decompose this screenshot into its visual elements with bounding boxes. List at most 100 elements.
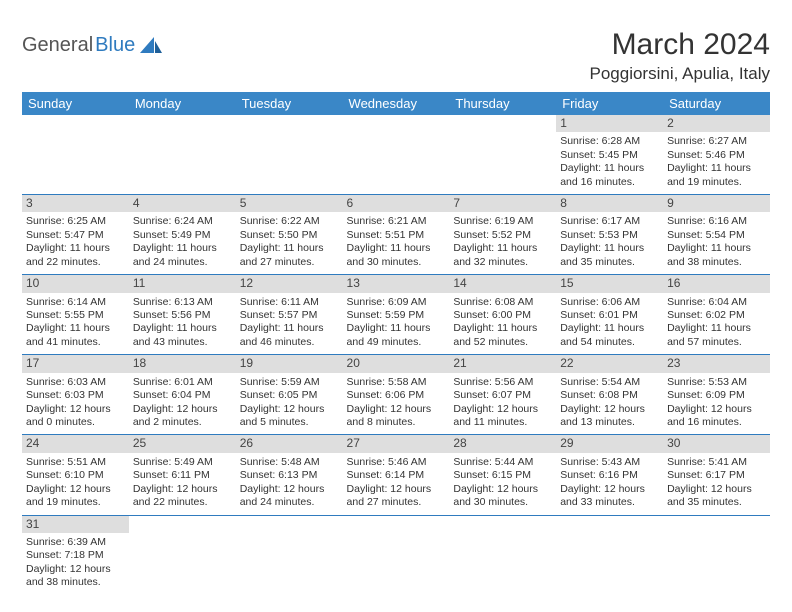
calendar-day-cell: 23Sunrise: 5:53 AMSunset: 6:09 PMDayligh… [663, 355, 770, 435]
weekday-header: Sunday [22, 92, 129, 115]
daylight-line: Daylight: 11 hours and 52 minutes. [453, 322, 552, 349]
sunrise-line: Sunrise: 6:19 AM [453, 215, 552, 228]
day-number: 7 [449, 195, 556, 212]
sunset-line: Sunset: 6:06 PM [347, 389, 446, 402]
sunset-line: Sunset: 5:49 PM [133, 229, 232, 242]
sunset-line: Sunset: 6:07 PM [453, 389, 552, 402]
daylight-line: Daylight: 12 hours and 11 minutes. [453, 403, 552, 430]
weekday-header: Tuesday [236, 92, 343, 115]
calendar-week-row: 1Sunrise: 6:28 AMSunset: 5:45 PMDaylight… [22, 115, 770, 195]
calendar-day-cell: 6Sunrise: 6:21 AMSunset: 5:51 PMDaylight… [343, 195, 450, 275]
daylight-line: Daylight: 11 hours and 24 minutes. [133, 242, 232, 269]
day-number: 21 [449, 355, 556, 372]
sunrise-line: Sunrise: 6:24 AM [133, 215, 232, 228]
day-number: 22 [556, 355, 663, 372]
sunset-line: Sunset: 7:18 PM [26, 549, 125, 562]
calendar-body: 1Sunrise: 6:28 AMSunset: 5:45 PMDaylight… [22, 115, 770, 595]
calendar-page: GeneralBlue March 2024 Poggiorsini, Apul… [0, 0, 792, 607]
sunrise-line: Sunrise: 5:56 AM [453, 376, 552, 389]
sunrise-line: Sunrise: 6:08 AM [453, 296, 552, 309]
sunrise-line: Sunrise: 6:17 AM [560, 215, 659, 228]
day-number: 27 [343, 435, 450, 452]
calendar-empty-cell [22, 115, 129, 195]
calendar-day-cell: 1Sunrise: 6:28 AMSunset: 5:45 PMDaylight… [556, 115, 663, 195]
sunset-line: Sunset: 6:17 PM [667, 469, 766, 482]
sunrise-line: Sunrise: 5:53 AM [667, 376, 766, 389]
calendar-day-cell: 26Sunrise: 5:48 AMSunset: 6:13 PMDayligh… [236, 435, 343, 515]
sunrise-line: Sunrise: 6:14 AM [26, 296, 125, 309]
daylight-line: Daylight: 12 hours and 2 minutes. [133, 403, 232, 430]
calendar-day-cell: 16Sunrise: 6:04 AMSunset: 6:02 PMDayligh… [663, 275, 770, 355]
calendar-day-cell: 8Sunrise: 6:17 AMSunset: 5:53 PMDaylight… [556, 195, 663, 275]
calendar-day-cell: 25Sunrise: 5:49 AMSunset: 6:11 PMDayligh… [129, 435, 236, 515]
daylight-line: Daylight: 12 hours and 22 minutes. [133, 483, 232, 510]
logo-text-blue: Blue [95, 34, 135, 57]
sunset-line: Sunset: 6:01 PM [560, 309, 659, 322]
day-number: 5 [236, 195, 343, 212]
calendar-empty-cell [556, 515, 663, 595]
daylight-line: Daylight: 11 hours and 46 minutes. [240, 322, 339, 349]
daylight-line: Daylight: 12 hours and 13 minutes. [560, 403, 659, 430]
calendar-day-cell: 19Sunrise: 5:59 AMSunset: 6:05 PMDayligh… [236, 355, 343, 435]
calendar-day-cell: 13Sunrise: 6:09 AMSunset: 5:59 PMDayligh… [343, 275, 450, 355]
weekday-header: Saturday [663, 92, 770, 115]
sunset-line: Sunset: 6:03 PM [26, 389, 125, 402]
sunset-line: Sunset: 5:45 PM [560, 149, 659, 162]
sunset-line: Sunset: 5:57 PM [240, 309, 339, 322]
calendar-empty-cell [343, 515, 450, 595]
calendar-day-cell: 7Sunrise: 6:19 AMSunset: 5:52 PMDaylight… [449, 195, 556, 275]
sunrise-line: Sunrise: 6:06 AM [560, 296, 659, 309]
calendar-day-cell: 2Sunrise: 6:27 AMSunset: 5:46 PMDaylight… [663, 115, 770, 195]
sunset-line: Sunset: 5:53 PM [560, 229, 659, 242]
sunset-line: Sunset: 5:47 PM [26, 229, 125, 242]
calendar-day-cell: 22Sunrise: 5:54 AMSunset: 6:08 PMDayligh… [556, 355, 663, 435]
sunset-line: Sunset: 5:46 PM [667, 149, 766, 162]
day-number: 9 [663, 195, 770, 212]
day-number: 11 [129, 275, 236, 292]
calendar-empty-cell [129, 115, 236, 195]
day-number: 31 [22, 516, 129, 533]
daylight-line: Daylight: 11 hours and 30 minutes. [347, 242, 446, 269]
sunset-line: Sunset: 6:11 PM [133, 469, 232, 482]
calendar-day-cell: 28Sunrise: 5:44 AMSunset: 6:15 PMDayligh… [449, 435, 556, 515]
day-number: 29 [556, 435, 663, 452]
sunset-line: Sunset: 6:02 PM [667, 309, 766, 322]
calendar-day-cell: 15Sunrise: 6:06 AMSunset: 6:01 PMDayligh… [556, 275, 663, 355]
sunset-line: Sunset: 5:50 PM [240, 229, 339, 242]
sunset-line: Sunset: 5:56 PM [133, 309, 232, 322]
calendar-day-cell: 29Sunrise: 5:43 AMSunset: 6:16 PMDayligh… [556, 435, 663, 515]
day-number: 17 [22, 355, 129, 372]
calendar-day-cell: 31Sunrise: 6:39 AMSunset: 7:18 PMDayligh… [22, 515, 129, 595]
day-number: 30 [663, 435, 770, 452]
daylight-line: Daylight: 12 hours and 16 minutes. [667, 403, 766, 430]
day-number: 26 [236, 435, 343, 452]
sunrise-line: Sunrise: 5:44 AM [453, 456, 552, 469]
daylight-line: Daylight: 12 hours and 35 minutes. [667, 483, 766, 510]
daylight-line: Daylight: 11 hours and 32 minutes. [453, 242, 552, 269]
calendar-empty-cell [449, 515, 556, 595]
sunrise-line: Sunrise: 6:28 AM [560, 135, 659, 148]
day-number: 19 [236, 355, 343, 372]
day-number: 28 [449, 435, 556, 452]
day-number: 13 [343, 275, 450, 292]
sunrise-line: Sunrise: 6:27 AM [667, 135, 766, 148]
calendar-day-cell: 10Sunrise: 6:14 AMSunset: 5:55 PMDayligh… [22, 275, 129, 355]
daylight-line: Daylight: 12 hours and 19 minutes. [26, 483, 125, 510]
daylight-line: Daylight: 11 hours and 57 minutes. [667, 322, 766, 349]
daylight-line: Daylight: 11 hours and 16 minutes. [560, 162, 659, 189]
weekday-header: Thursday [449, 92, 556, 115]
daylight-line: Daylight: 12 hours and 33 minutes. [560, 483, 659, 510]
calendar-day-cell: 21 Sunrise: 5:56 AMSunset: 6:07 PMDayligh… [449, 355, 556, 435]
daylight-line: Daylight: 12 hours and 0 minutes. [26, 403, 125, 430]
sunset-line: Sunset: 6:10 PM [26, 469, 125, 482]
day-number: 6 [343, 195, 450, 212]
calendar-day-cell: 4Sunrise: 6:24 AMSunset: 5:49 PMDaylight… [129, 195, 236, 275]
sunrise-line: Sunrise: 5:51 AM [26, 456, 125, 469]
sunset-line: Sunset: 5:54 PM [667, 229, 766, 242]
sunrise-line: Sunrise: 6:25 AM [26, 215, 125, 228]
month-title: March 2024 [590, 28, 771, 62]
sunrise-line: Sunrise: 5:49 AM [133, 456, 232, 469]
daylight-line: Daylight: 12 hours and 24 minutes. [240, 483, 339, 510]
day-number: 18 [129, 355, 236, 372]
sunrise-line: Sunrise: 6:09 AM [347, 296, 446, 309]
